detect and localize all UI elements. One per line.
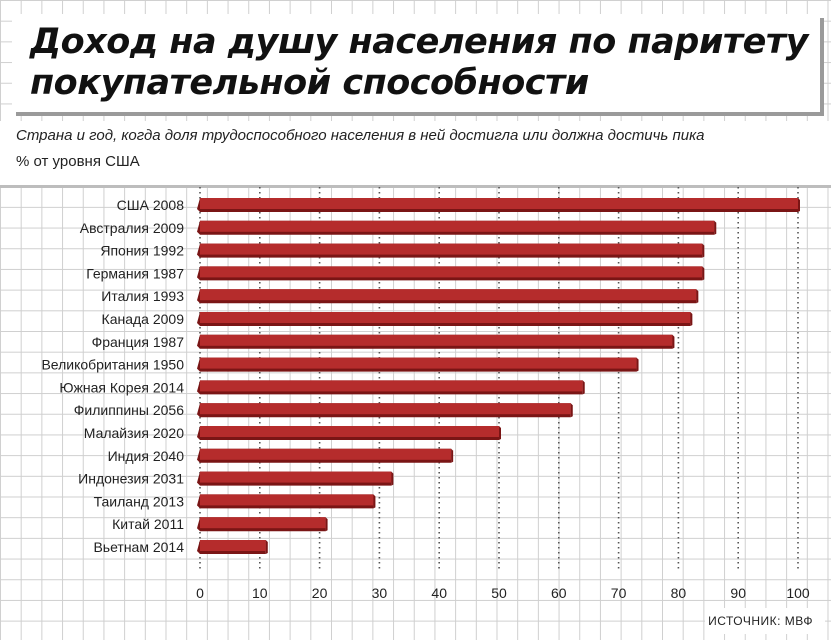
category-label: Таиланд 2013 bbox=[94, 493, 185, 509]
bar-side bbox=[702, 266, 705, 281]
category-label: Южная Корея 2014 bbox=[59, 379, 184, 395]
bar-side bbox=[696, 289, 699, 304]
category-label: Вьетнам 2014 bbox=[93, 539, 184, 555]
bar bbox=[200, 334, 673, 346]
category-label: Китай 2011 bbox=[112, 516, 184, 532]
x-tick-label: 50 bbox=[491, 585, 507, 601]
category-label: Малайзия 2020 bbox=[84, 425, 184, 441]
category-label: США 2008 bbox=[117, 197, 185, 213]
bar bbox=[200, 403, 571, 415]
bar bbox=[200, 266, 703, 278]
x-tick-label: 30 bbox=[372, 585, 388, 601]
bar bbox=[200, 312, 691, 323]
x-tick-label: 90 bbox=[730, 585, 746, 601]
title-panel: Доход на душу населения по паритету поку… bbox=[12, 14, 820, 112]
category-label: Индонезия 2031 bbox=[78, 471, 184, 487]
bar bbox=[200, 380, 583, 392]
x-tick-label: 40 bbox=[431, 585, 447, 601]
bar bbox=[200, 198, 798, 209]
bar-side bbox=[690, 312, 693, 326]
bar-side bbox=[570, 403, 573, 418]
category-label: Индия 2040 bbox=[108, 448, 185, 464]
bar-side bbox=[373, 494, 376, 509]
bar bbox=[200, 471, 392, 483]
bar bbox=[200, 220, 715, 232]
unit-label: % от уровня США bbox=[16, 153, 140, 170]
x-tick-label: 70 bbox=[611, 585, 627, 601]
bar-side bbox=[325, 517, 328, 532]
bar-side bbox=[672, 334, 675, 349]
bar-side bbox=[714, 220, 717, 235]
x-tick-label: 60 bbox=[551, 585, 567, 601]
x-tick-label: 80 bbox=[671, 585, 687, 601]
category-label: Канада 2009 bbox=[102, 311, 185, 327]
x-tick-label: 20 bbox=[312, 585, 328, 601]
x-tick-label: 0 bbox=[196, 585, 204, 601]
x-tick-label: 10 bbox=[252, 585, 268, 601]
chart-subtitle: Страна и год, когда доля трудоспособного… bbox=[16, 127, 705, 144]
category-label: Великобритания 1950 bbox=[41, 357, 184, 373]
bar bbox=[200, 448, 452, 460]
bar-side bbox=[451, 448, 454, 463]
category-label: Филиппины 2056 bbox=[74, 402, 184, 418]
bar bbox=[200, 289, 697, 301]
bar-side bbox=[582, 380, 585, 395]
bar bbox=[200, 243, 703, 255]
subtitle-panel: Страна и год, когда доля трудоспособного… bbox=[0, 121, 831, 185]
bar-side bbox=[499, 426, 501, 440]
bar-side bbox=[265, 540, 268, 554]
chart-title: Доход на душу населения по паритету поку… bbox=[30, 22, 808, 103]
source-label: ИСТОЧНИК: МВФ bbox=[708, 614, 813, 628]
bar bbox=[200, 494, 374, 506]
category-label: Италия 1993 bbox=[101, 288, 184, 304]
bar bbox=[200, 540, 266, 551]
bar-side bbox=[391, 471, 394, 486]
bar-side bbox=[636, 357, 639, 372]
bar bbox=[200, 517, 326, 529]
bar-side bbox=[798, 198, 800, 212]
category-label: Германия 1987 bbox=[86, 265, 184, 281]
source-panel: ИСТОЧНИК: МВФ bbox=[705, 608, 825, 634]
category-label: Франция 1987 bbox=[92, 334, 185, 350]
bar bbox=[200, 357, 637, 369]
category-label: Австралия 2009 bbox=[80, 220, 184, 236]
bar-side bbox=[702, 243, 705, 258]
x-tick-label: 100 bbox=[786, 585, 810, 601]
category-label: Япония 1992 bbox=[100, 243, 184, 259]
bar bbox=[200, 426, 499, 437]
